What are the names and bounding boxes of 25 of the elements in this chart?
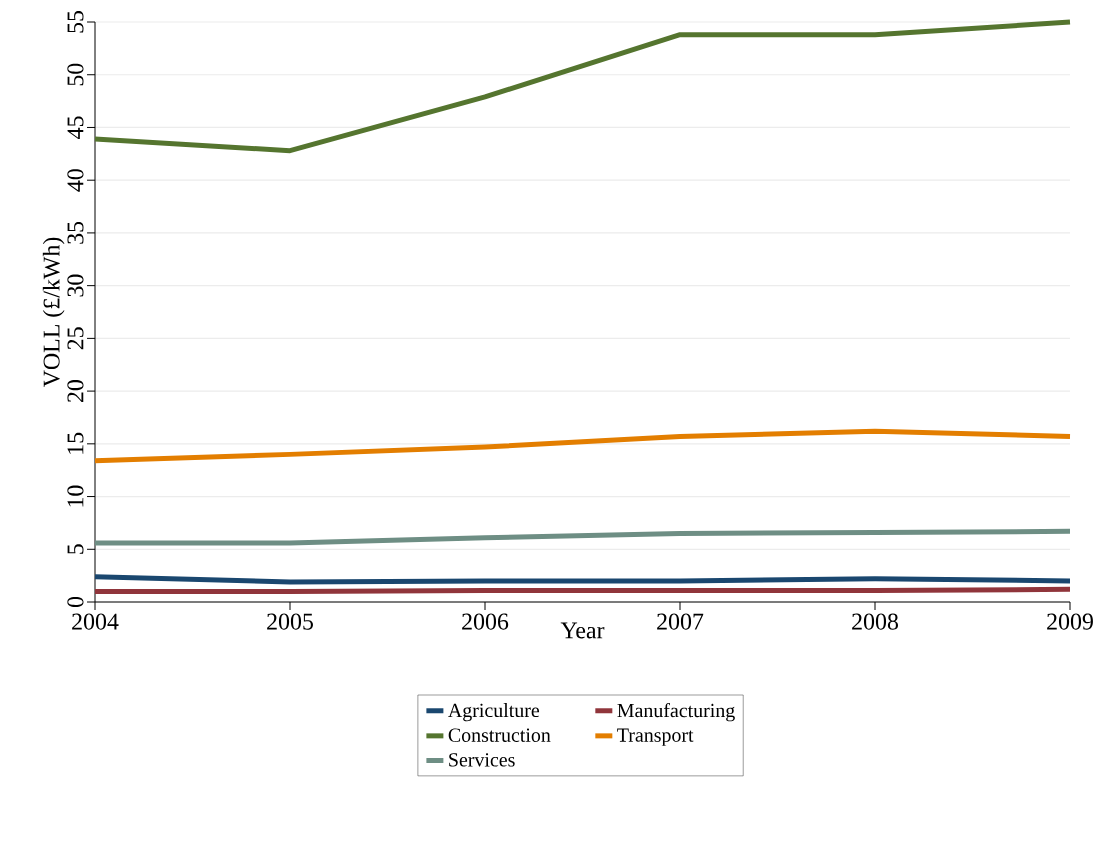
y-tick-label: 45 — [67, 116, 84, 139]
x-tick-label: 2006 — [462, 613, 509, 630]
x-tick-label: 2008 — [852, 613, 899, 630]
y-tick-label: 5 — [67, 544, 84, 554]
y-tick-label: 35 — [67, 221, 84, 244]
y-tick-label: 0 — [67, 596, 84, 608]
y-tick-label: 15 — [67, 432, 84, 454]
x-tick-label: 2009 — [1047, 613, 1093, 630]
y-axis-title: VOLL (£/kWh) — [42, 237, 65, 388]
y-tick-label: 30 — [67, 274, 84, 297]
legend-label: Services — [449, 753, 515, 767]
legend-label: Transport — [617, 728, 694, 746]
x-tick-label: 2007 — [657, 613, 704, 630]
y-tick-label: 50 — [67, 63, 84, 86]
y-tick-label: 55 — [67, 10, 84, 33]
x-axis-title: Year — [560, 622, 605, 639]
y-tick-label: 25 — [67, 327, 84, 350]
y-tick-label: 20 — [67, 380, 84, 403]
x-tick-label: 2004 — [72, 613, 119, 630]
x-tick-label: 2005 — [267, 613, 313, 630]
legend-label: Manufacturing — [617, 703, 735, 722]
y-tick-label: 10 — [67, 485, 84, 507]
legend-label: Construction — [448, 728, 551, 742]
legend-label: Agriculture — [448, 703, 540, 722]
y-tick-label: 40 — [67, 169, 84, 192]
